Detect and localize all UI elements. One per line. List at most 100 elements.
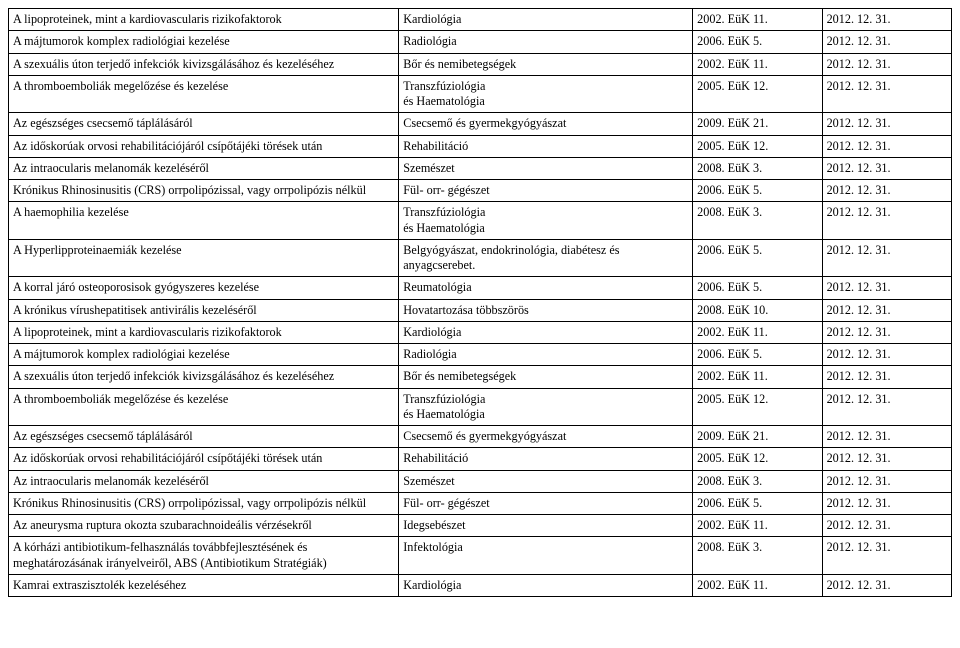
cell-category: Infektológia [399, 537, 693, 575]
cell-date: 2012. 12. 31. [822, 180, 951, 202]
cell-ref: 2006. EüK 5. [693, 344, 822, 366]
cell-title: Az intraocularis melanomák kezeléséről [9, 470, 399, 492]
cell-date: 2012. 12. 31. [822, 299, 951, 321]
cell-title: A májtumorok komplex radiológiai kezelés… [9, 31, 399, 53]
cell-date: 2012. 12. 31. [822, 515, 951, 537]
cell-category: Hovatartozása többszörös [399, 299, 693, 321]
cell-title: A krónikus vírushepatitisek antivirális … [9, 299, 399, 321]
table-row: A thromboemboliák megelőzése és kezelése… [9, 388, 952, 426]
cell-title: A thromboemboliák megelőzése és kezelése [9, 75, 399, 113]
cell-title: A szexuális úton terjedő infekciók kiviz… [9, 53, 399, 75]
cell-title: A májtumorok komplex radiológiai kezelés… [9, 344, 399, 366]
cell-category: Bőr és nemibetegségek [399, 366, 693, 388]
cell-title: Az időskorúak orvosi rehabilitációjáról … [9, 448, 399, 470]
table-row: A thromboemboliák megelőzése és kezelése… [9, 75, 952, 113]
cell-ref: 2006. EüK 5. [693, 180, 822, 202]
cell-date: 2012. 12. 31. [822, 366, 951, 388]
cell-category: Idegsebészet [399, 515, 693, 537]
cell-category: Belgyógyászat, endokrinológia, diabétesz… [399, 239, 693, 277]
table-row: A krónikus vírushepatitisek antivirális … [9, 299, 952, 321]
cell-ref: 2005. EüK 12. [693, 448, 822, 470]
cell-date: 2012. 12. 31. [822, 9, 951, 31]
table-row: A lipoproteinek, mint a kardiovascularis… [9, 9, 952, 31]
cell-ref: 2006. EüK 5. [693, 31, 822, 53]
cell-date: 2012. 12. 31. [822, 470, 951, 492]
cell-title: A lipoproteinek, mint a kardiovascularis… [9, 9, 399, 31]
cell-title: A thromboemboliák megelőzése és kezelése [9, 388, 399, 426]
cell-category: Rehabilitáció [399, 135, 693, 157]
cell-ref: 2008. EüK 10. [693, 299, 822, 321]
cell-date: 2012. 12. 31. [822, 157, 951, 179]
cell-date: 2012. 12. 31. [822, 448, 951, 470]
cell-date: 2012. 12. 31. [822, 574, 951, 596]
cell-category: Kardiológia [399, 574, 693, 596]
cell-ref: 2006. EüK 5. [693, 239, 822, 277]
cell-date: 2012. 12. 31. [822, 344, 951, 366]
cell-ref: 2006. EüK 5. [693, 277, 822, 299]
table-body: A lipoproteinek, mint a kardiovascularis… [9, 9, 952, 597]
cell-date: 2012. 12. 31. [822, 239, 951, 277]
cell-ref: 2002. EüK 11. [693, 366, 822, 388]
table-row: Az egészséges csecsemő táplálásárólCsecs… [9, 113, 952, 135]
cell-date: 2012. 12. 31. [822, 537, 951, 575]
cell-date: 2012. 12. 31. [822, 202, 951, 240]
table-row: Kamrai extraszisztolék kezeléséhezKardio… [9, 574, 952, 596]
cell-date: 2012. 12. 31. [822, 75, 951, 113]
data-table: A lipoproteinek, mint a kardiovascularis… [8, 8, 952, 597]
cell-ref: 2008. EüK 3. [693, 202, 822, 240]
table-row: Az időskorúak orvosi rehabilitációjáról … [9, 448, 952, 470]
cell-category: Transzfúziológia és Haematológia [399, 202, 693, 240]
cell-title: Az egészséges csecsemő táplálásáról [9, 426, 399, 448]
cell-category: Transzfúziológia és Haematológia [399, 75, 693, 113]
cell-date: 2012. 12. 31. [822, 53, 951, 75]
table-row: Az időskorúak orvosi rehabilitációjáról … [9, 135, 952, 157]
cell-date: 2012. 12. 31. [822, 388, 951, 426]
cell-date: 2012. 12. 31. [822, 113, 951, 135]
cell-date: 2012. 12. 31. [822, 135, 951, 157]
cell-category: Fül- orr- gégészet [399, 180, 693, 202]
cell-ref: 2008. EüK 3. [693, 537, 822, 575]
cell-title: Krónikus Rhinosinusitis (CRS) orrpolipóz… [9, 180, 399, 202]
cell-ref: 2002. EüK 11. [693, 53, 822, 75]
table-row: Krónikus Rhinosinusitis (CRS) orrpolipóz… [9, 492, 952, 514]
cell-ref: 2005. EüK 12. [693, 75, 822, 113]
cell-ref: 2008. EüK 3. [693, 157, 822, 179]
cell-category: Radiológia [399, 344, 693, 366]
cell-ref: 2005. EüK 12. [693, 388, 822, 426]
cell-title: Kamrai extraszisztolék kezeléséhez [9, 574, 399, 596]
cell-ref: 2006. EüK 5. [693, 492, 822, 514]
cell-date: 2012. 12. 31. [822, 492, 951, 514]
cell-category: Radiológia [399, 31, 693, 53]
cell-category: Szemészet [399, 470, 693, 492]
cell-ref: 2002. EüK 11. [693, 9, 822, 31]
table-row: A májtumorok komplex radiológiai kezelés… [9, 31, 952, 53]
cell-title: A Hyperlipproteinaemiák kezelése [9, 239, 399, 277]
cell-title: Krónikus Rhinosinusitis (CRS) orrpolipóz… [9, 492, 399, 514]
cell-title: Az egészséges csecsemő táplálásáról [9, 113, 399, 135]
cell-category: Kardiológia [399, 321, 693, 343]
table-row: A kórházi antibiotikum-felhasználás tová… [9, 537, 952, 575]
table-row: Az aneurysma ruptura okozta szubarachnoi… [9, 515, 952, 537]
table-row: A májtumorok komplex radiológiai kezelés… [9, 344, 952, 366]
cell-date: 2012. 12. 31. [822, 277, 951, 299]
cell-category: Transzfúziológia és Haematológia [399, 388, 693, 426]
table-row: A szexuális úton terjedő infekciók kiviz… [9, 366, 952, 388]
cell-category: Bőr és nemibetegségek [399, 53, 693, 75]
cell-ref: 2002. EüK 11. [693, 574, 822, 596]
cell-title: Az aneurysma ruptura okozta szubarachnoi… [9, 515, 399, 537]
cell-ref: 2009. EüK 21. [693, 113, 822, 135]
table-row: Krónikus Rhinosinusitis (CRS) orrpolipóz… [9, 180, 952, 202]
cell-category: Csecsemő és gyermekgyógyászat [399, 113, 693, 135]
cell-category: Reumatológia [399, 277, 693, 299]
cell-ref: 2009. EüK 21. [693, 426, 822, 448]
cell-date: 2012. 12. 31. [822, 31, 951, 53]
cell-ref: 2005. EüK 12. [693, 135, 822, 157]
cell-category: Kardiológia [399, 9, 693, 31]
cell-title: Az intraocularis melanomák kezeléséről [9, 157, 399, 179]
cell-title: A kórházi antibiotikum-felhasználás tová… [9, 537, 399, 575]
table-row: Az intraocularis melanomák kezelésérőlSz… [9, 157, 952, 179]
cell-category: Rehabilitáció [399, 448, 693, 470]
cell-date: 2012. 12. 31. [822, 426, 951, 448]
cell-ref: 2002. EüK 11. [693, 515, 822, 537]
cell-title: A lipoproteinek, mint a kardiovascularis… [9, 321, 399, 343]
